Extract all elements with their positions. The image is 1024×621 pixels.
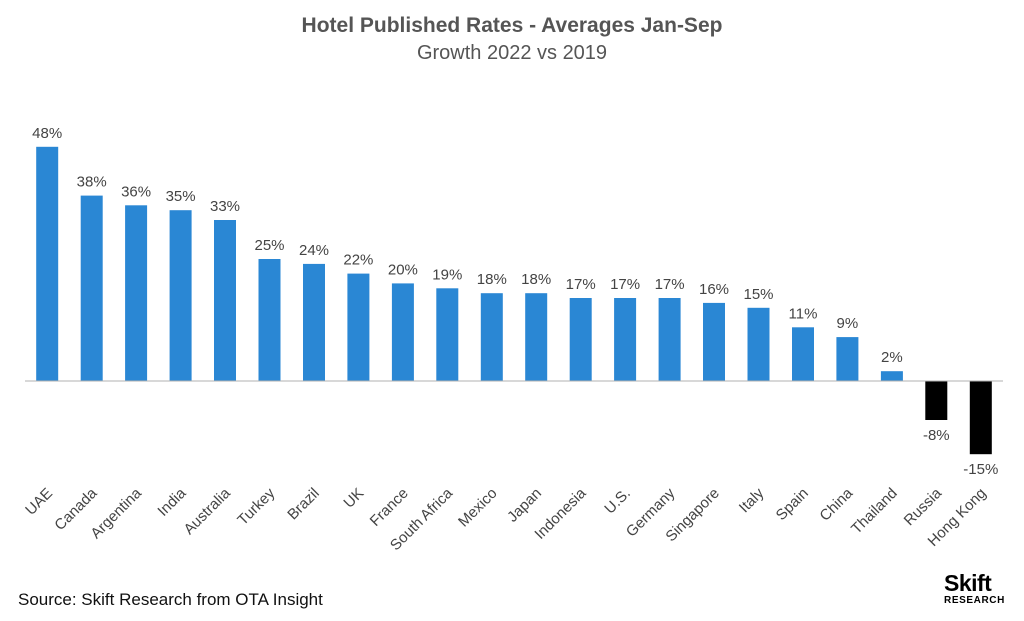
category-label: Turkey	[234, 484, 278, 528]
bar-uk	[347, 273, 370, 381]
bar-germany	[658, 298, 681, 381]
bar-france	[391, 283, 414, 381]
data-label: 20%	[388, 261, 418, 278]
source-note: Source: Skift Research from OTA Insight	[18, 590, 323, 609]
data-label: 18%	[521, 271, 551, 288]
bar-u-s-	[614, 298, 637, 381]
data-label: 17%	[610, 276, 640, 293]
data-label: 22%	[343, 252, 373, 269]
data-label: 16%	[699, 281, 729, 298]
category-label: Thailand	[848, 485, 901, 538]
data-label: 2%	[881, 349, 903, 366]
data-label: 33%	[210, 198, 240, 215]
data-label: -15%	[963, 461, 998, 478]
bar-italy	[747, 307, 770, 381]
bar-turkey	[258, 259, 281, 381]
category-label: Spain	[773, 485, 812, 524]
data-label: 19%	[432, 266, 462, 283]
bar-chart: 48%UAE38%Canada36%Argentina35%India33%Au…	[22, 125, 1003, 554]
data-label: 11%	[789, 305, 818, 322]
category-label: Mexico	[455, 485, 501, 531]
bar-thailand	[880, 371, 903, 381]
category-label: U.S.	[601, 485, 634, 518]
bar-brazil	[303, 263, 325, 381]
category-label: UK	[340, 485, 367, 512]
data-label: 15%	[743, 286, 773, 303]
category-label: UAE	[22, 485, 56, 519]
bar-japan	[525, 293, 548, 381]
category-label: Brazil	[284, 485, 323, 524]
chart-title: Hotel Published Rates - Averages Jan-Sep	[301, 14, 723, 37]
data-label: 18%	[477, 271, 507, 288]
category-label: Australia	[181, 484, 235, 538]
data-label: 36%	[121, 183, 151, 200]
data-label: 17%	[566, 276, 596, 293]
bar-south-africa	[436, 288, 459, 381]
data-label: 38%	[77, 174, 107, 191]
bar-hong-kong	[969, 381, 992, 455]
data-label: 25%	[254, 237, 284, 254]
bar-mexico	[480, 293, 503, 381]
bar-singapore	[703, 302, 725, 381]
data-label: 35%	[166, 188, 196, 205]
bar-indonesia	[569, 298, 592, 381]
category-label: India	[154, 484, 189, 519]
bar-uae	[36, 146, 59, 381]
bar-russia	[925, 381, 948, 420]
logo-subtext: RESEARCH	[944, 595, 1005, 606]
category-label: Japan	[504, 485, 545, 526]
category-label: China	[816, 484, 856, 524]
data-label: -8%	[923, 427, 950, 444]
bar-argentina	[125, 205, 148, 381]
data-label: 17%	[655, 276, 685, 293]
data-label: 48%	[32, 125, 62, 142]
bar-india	[169, 210, 192, 381]
chart-subtitle: Growth 2022 vs 2019	[416, 42, 608, 64]
data-label: 9%	[837, 315, 859, 332]
data-label: 24%	[299, 242, 329, 259]
logo-wordmark: Skift	[944, 570, 992, 596]
skift-research-logo: Skift RESEARCH	[944, 572, 1016, 607]
bar-canada	[80, 195, 103, 381]
bar-australia	[214, 220, 236, 381]
bar-spain	[792, 327, 814, 381]
category-label: Italy	[736, 484, 768, 516]
bar-china	[836, 337, 859, 381]
